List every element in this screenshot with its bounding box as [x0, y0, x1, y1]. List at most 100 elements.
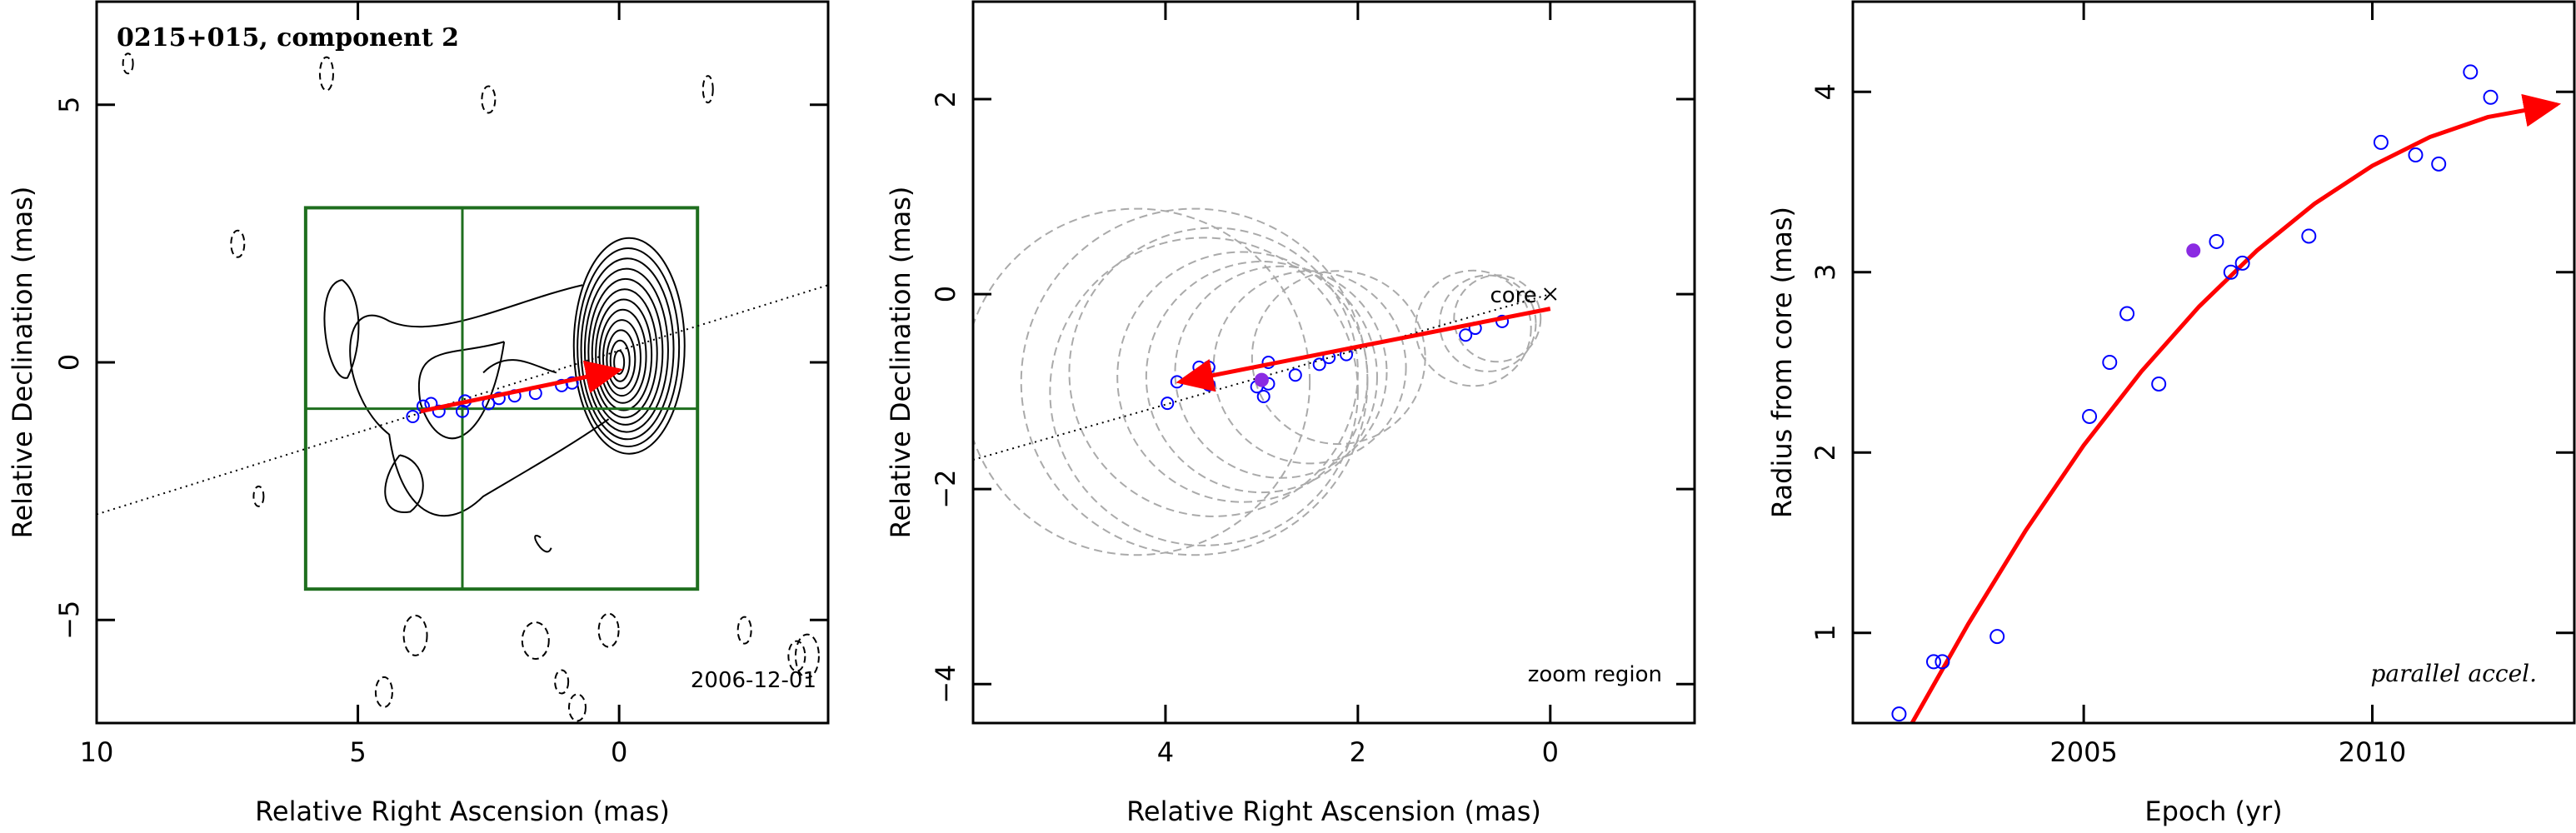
- negative-contour: [701, 75, 714, 104]
- zoom-region-ylabel: Relative Declination (mas): [885, 187, 916, 539]
- core-contour: [598, 308, 647, 404]
- radius-data-point: [2431, 156, 2447, 172]
- panel-contour-map: 10 5 0 −5 0 5 0215+015, component 2 2006-12-0…: [7, 0, 830, 827]
- contour-map-title: 0215+015, component 2: [117, 23, 459, 52]
- epoch-label: 2006-12-01: [691, 668, 816, 693]
- negative-contour: [402, 614, 428, 656]
- negative-contour: [122, 52, 134, 75]
- zoom-box: [303, 206, 700, 591]
- contour-map-ytick-label: 5: [53, 97, 85, 113]
- component-position-point: [406, 409, 420, 423]
- zoom-region-ytick-label: 2: [930, 91, 961, 107]
- contour-map-ylabel: Relative Declination (mas): [7, 187, 38, 539]
- core-contour: [577, 247, 681, 447]
- radius-data-point: [2463, 64, 2479, 80]
- core-contour: [572, 237, 686, 455]
- negative-contour: [230, 229, 246, 258]
- zoom-region-frame: [971, 0, 1696, 725]
- radius-clip-group: [1891, 64, 2562, 723]
- negative-contour: [567, 693, 587, 722]
- component-size-circle: [1145, 260, 1378, 494]
- radius-vs-epoch-xtick-label: 2010: [2339, 736, 2406, 768]
- negative-contour: [794, 633, 820, 679]
- radius-vs-epoch-ytick-label: 2: [1810, 444, 1841, 461]
- zoom-region-ticks: 4 2 0 −4 −2 0 2: [930, 2, 1695, 768]
- velocity-arrow: [420, 360, 624, 414]
- negative-contour: [521, 621, 550, 661]
- core-contour: [595, 298, 653, 412]
- component-size-circle: [1049, 237, 1359, 546]
- radius-vs-epoch-annotation: parallel accel.: [2370, 660, 2537, 687]
- component-position-point: [1459, 328, 1473, 342]
- radius-vs-epoch-ytick-label: 4: [1810, 83, 1841, 100]
- component-size-circle: [1415, 269, 1532, 387]
- radius-data-point: [1934, 654, 1950, 670]
- radius-data-point: [1891, 706, 1907, 722]
- component-position-point: [1201, 377, 1216, 392]
- component-position-point: [1161, 397, 1175, 411]
- radius-vs-epoch-ylabel: Radius from core (mas): [1766, 207, 1798, 518]
- component-size-circle: [1174, 265, 1388, 479]
- radius-vs-epoch-frame: [1851, 0, 2576, 725]
- negative-contour: [736, 616, 752, 645]
- jet-contour: [482, 359, 557, 374]
- radius-vs-epoch-xlabel: Epoch (yr): [2144, 796, 2282, 827]
- negative-contour: [597, 612, 620, 648]
- component-size-circle: [1212, 270, 1407, 465]
- jet-contour: [534, 535, 552, 553]
- jet-contour: [384, 454, 424, 513]
- zoom-region-ytick-label: −4: [930, 665, 961, 704]
- radius-data-point: [2119, 306, 2135, 322]
- negative-contour: [318, 56, 334, 92]
- trajectory-line: [973, 293, 1551, 461]
- zoom-region-xtick-label: 0: [1542, 736, 1559, 768]
- radius-vs-epoch-ticks: 2005 2010 1 2 3 4: [1810, 2, 2574, 768]
- radius-data-point: [2102, 355, 2118, 370]
- negative-contour: [252, 485, 265, 507]
- contour-map-xtick-label: 0: [611, 736, 627, 768]
- contour-map-xtick-label: 5: [349, 736, 366, 768]
- core-contour: [583, 267, 669, 433]
- core-contour: [602, 319, 642, 397]
- zoom-region-xtick-label: 4: [1157, 736, 1174, 768]
- contour-map-content: [96, 52, 829, 722]
- component-position-point: [1312, 357, 1326, 372]
- radius-vs-epoch-ytick-label: 3: [1810, 264, 1841, 281]
- contour-map-ytick-label: −5: [53, 601, 85, 640]
- radius-vs-epoch-ytick-label: 1: [1810, 625, 1841, 641]
- contour-map-ytick-label: 0: [53, 354, 85, 371]
- negative-contour: [787, 640, 806, 672]
- component-position-point: [1288, 368, 1302, 382]
- radius-data-point: [1925, 654, 1941, 670]
- panel-zoom-region: core 4 2 0 −4 −2 0 2 zoom region Relative Righ…: [885, 0, 1696, 827]
- zoom-region-content: core: [973, 207, 1557, 556]
- velocity-arrow: [1176, 307, 1551, 392]
- component-size-circle: [1068, 227, 1359, 517]
- component-size-circle: [1116, 251, 1369, 503]
- negative-contour: [554, 669, 570, 695]
- core-contour: [591, 288, 658, 419]
- contour-map-xlabel: Relative Right Ascension (mas): [255, 796, 670, 827]
- component-position-point: [492, 392, 506, 406]
- zoom-region-xlabel: Relative Right Ascension (mas): [1126, 796, 1541, 827]
- radius-data-point: [2408, 147, 2424, 163]
- zoom-region-annotation: zoom region: [1528, 662, 1662, 687]
- radius-data-point: [2373, 134, 2389, 150]
- zoom-region-clip-group: [973, 207, 1557, 556]
- contour-map-xtick-label: 10: [80, 736, 114, 768]
- negative-contour: [481, 85, 497, 114]
- radius-data-point: [2483, 89, 2499, 105]
- core-contour: [587, 277, 664, 426]
- jet-contour: [323, 279, 360, 379]
- jet-contour: [349, 284, 610, 517]
- core-marker: [1544, 287, 1557, 301]
- radius-vs-epoch-xtick-label: 2005: [2049, 736, 2117, 768]
- negative-contour: [374, 676, 393, 708]
- component-size-circle: [1439, 274, 1537, 372]
- radius-data-point: [2301, 228, 2317, 244]
- radius-vs-epoch-content: [1891, 64, 2562, 723]
- core-contour: [580, 257, 675, 441]
- contour-map-ticks: 10 5 0 −5 0 5: [53, 2, 828, 768]
